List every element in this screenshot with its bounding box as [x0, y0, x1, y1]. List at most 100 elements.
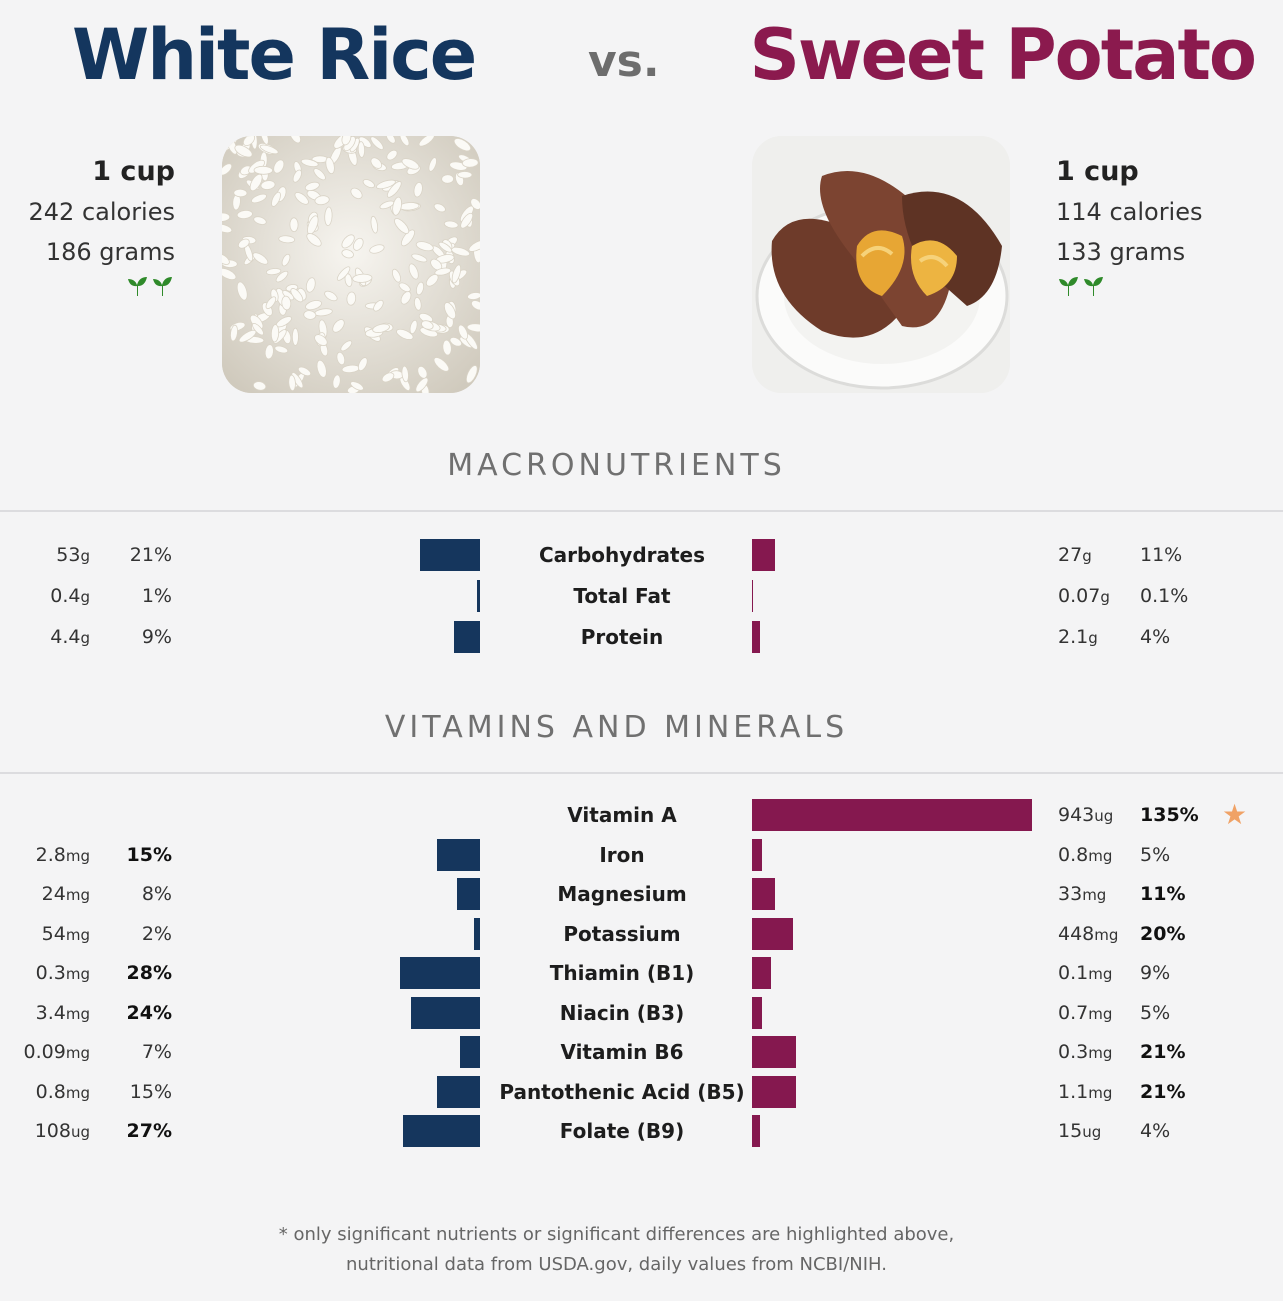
unit: mg	[1088, 965, 1113, 983]
footnote: * only significant nutrients or signific…	[0, 1220, 1233, 1280]
rice-grain	[303, 310, 317, 320]
unit: mg	[65, 925, 90, 944]
amount: 0.09	[23, 1041, 66, 1063]
rice-grain	[442, 339, 452, 356]
rice-grain	[433, 357, 450, 372]
sweet-potato-amount: 2.1g	[1058, 617, 1098, 658]
rice-grain	[415, 241, 434, 252]
rice-grain	[341, 136, 352, 146]
rice-grain	[252, 252, 269, 265]
rice-grain	[249, 173, 263, 192]
white-rice-bar	[477, 580, 480, 612]
rice-grain	[230, 324, 238, 342]
white-rice-amount: 0.09mg	[24, 1032, 90, 1073]
sprout-icon	[29, 272, 176, 312]
rice-grain	[394, 218, 410, 234]
rice-grain	[357, 141, 366, 158]
rice-grain	[242, 136, 256, 147]
unit: mg	[65, 1083, 90, 1102]
rice-grain	[391, 268, 402, 283]
rice-grain	[401, 229, 415, 247]
rice-grain	[457, 324, 469, 340]
amount: 2.1	[1058, 626, 1089, 648]
calories: 242 calories	[28, 198, 176, 226]
rice-grain	[401, 365, 409, 383]
white-rice-daily-value: 2%	[141, 922, 172, 945]
rice-grain	[259, 144, 279, 155]
rice-grain	[381, 372, 395, 383]
rice-grain	[467, 292, 480, 300]
unit: mg	[65, 1044, 90, 1062]
rice-grain	[375, 179, 396, 190]
rice-grain	[270, 324, 280, 343]
white-rice-bar	[420, 539, 480, 571]
unit: mg	[65, 965, 90, 983]
calories: 114 calories	[1056, 198, 1203, 226]
unit: g	[1100, 588, 1110, 606]
rice-grain	[385, 136, 396, 144]
rice-grain	[305, 300, 322, 311]
rice-grain	[306, 233, 322, 247]
rice-grain	[314, 195, 330, 206]
sweet-potato-amount: 15ug	[1058, 1111, 1101, 1152]
rice-grain	[222, 163, 233, 176]
rice-grain	[415, 281, 425, 296]
rice-grain	[362, 179, 375, 189]
nutrient-row: 108ug 27% Folate (B9) 15ug 4%	[0, 1111, 1283, 1151]
amount: 1.1	[1058, 1080, 1089, 1103]
sweet-potato-daily-value: 21%	[1140, 1080, 1186, 1103]
amount: 0.07	[1058, 585, 1101, 607]
rice-grain	[251, 193, 267, 204]
sweet-potato-daily-value: 135%	[1140, 804, 1199, 826]
unit: mg	[1088, 1044, 1113, 1062]
rice-grain	[449, 336, 463, 347]
white-rice-amount: 53g	[56, 535, 90, 576]
sweet-potato-amount: 0.07g	[1058, 576, 1110, 617]
rice-grain	[289, 136, 302, 144]
sweet-potato-daily-value: 5%	[1140, 1001, 1171, 1024]
sweet-potato-serving-info: 1 cup 114 calories 133 grams	[1056, 152, 1203, 312]
rice-grain	[443, 302, 457, 320]
white-rice-serving-info: 1 cup 242 calories 186 grams	[28, 152, 176, 312]
sweet-potato-bar	[752, 799, 1032, 831]
nutrient-name: Folate (B9)	[559, 1119, 685, 1143]
rice-grain	[465, 365, 478, 384]
rice-grain	[438, 241, 453, 253]
unit: mg	[1088, 1083, 1113, 1102]
rice-grain	[288, 374, 296, 392]
rice-grain	[222, 267, 237, 281]
grams: 133 grams	[1056, 238, 1186, 266]
rice-grain	[252, 381, 267, 391]
rice-grain	[441, 174, 454, 184]
nutrient-name: Pantothenic Acid (B5)	[499, 1079, 745, 1104]
white-rice-amount: 2.8mg	[36, 835, 90, 876]
rice-grain	[332, 374, 341, 389]
sweet-potato-bar	[752, 917, 794, 950]
sweet-potato-photo	[752, 136, 1010, 393]
rice-grain	[413, 296, 422, 311]
rice-grain	[233, 188, 248, 198]
sweet-potato-daily-value: 20%	[1140, 922, 1186, 945]
rice-grain	[373, 299, 384, 312]
nutrient-row: 53g 21% Carbohydrates 27g 11%	[0, 535, 1283, 575]
rice-grain	[471, 300, 480, 311]
rice-grain	[370, 215, 379, 234]
white-rice-amount: 3.4mg	[36, 993, 90, 1034]
unit: mg	[65, 1004, 90, 1023]
unit: ug	[70, 1123, 90, 1141]
rice-grain	[386, 149, 398, 161]
rice-grain	[470, 198, 480, 210]
rice-grain	[275, 270, 289, 283]
star-icon: ★	[1222, 798, 1248, 831]
rice-grain	[468, 239, 480, 252]
amount: 0.3	[35, 962, 66, 984]
rice-grain	[264, 344, 274, 360]
rice-grain	[340, 340, 353, 352]
sweet-potato-daily-value: 11%	[1140, 544, 1183, 566]
rice-grain	[313, 168, 326, 181]
vs-label: vs.	[588, 36, 660, 87]
white-rice-daily-value: 8%	[141, 883, 172, 905]
unit: g	[80, 547, 90, 565]
rice-grain	[350, 187, 363, 200]
rice-grain	[265, 268, 282, 276]
